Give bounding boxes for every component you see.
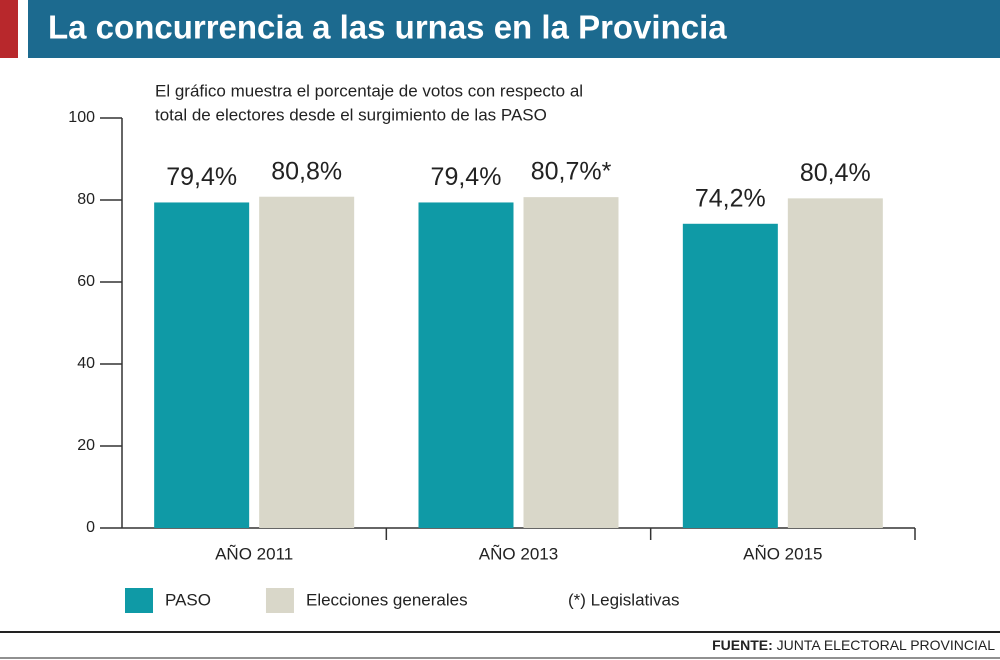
subtitle: total de electores desde el surgimiento … <box>155 105 547 124</box>
x-tick-label: AÑO 2013 <box>479 544 558 563</box>
value-label: 80,4% <box>800 159 871 187</box>
x-tick-label: AÑO 2011 <box>215 544 293 563</box>
bar <box>682 223 778 528</box>
legend-swatch <box>125 588 153 613</box>
y-tick-label: 80 <box>77 191 95 208</box>
legend-swatch <box>265 588 294 613</box>
subtitle: El gráfico muestra el porcentaje de voto… <box>155 81 583 100</box>
source: FUENTE: JUNTA ELECTORAL PROVINCIAL <box>712 637 995 653</box>
y-tick-label: 0 <box>86 519 95 536</box>
x-tick-label: AÑO 2015 <box>743 544 822 563</box>
legend-note: (*) Legislativas <box>568 590 680 609</box>
bar <box>787 198 883 529</box>
y-tick-label: 60 <box>77 273 95 290</box>
bar <box>523 197 619 528</box>
y-tick-label: 20 <box>77 437 95 454</box>
bar <box>259 196 355 528</box>
chart-title: La concurrencia a las urnas en la Provin… <box>48 9 727 46</box>
source-text: JUNTA ELECTORAL PROVINCIAL <box>777 637 996 653</box>
source-label: FUENTE: <box>712 637 773 653</box>
bar <box>418 202 514 528</box>
title-banner <box>28 0 1000 58</box>
value-label: 79,4% <box>166 163 237 191</box>
accent-strip <box>0 0 18 58</box>
y-tick-label: 100 <box>68 109 95 126</box>
y-tick-label: 40 <box>77 355 95 372</box>
value-label: 74,2% <box>695 184 766 212</box>
value-label: 79,4% <box>431 163 502 191</box>
legend-label: Elecciones generales <box>306 590 468 609</box>
value-label: 80,7%* <box>531 158 612 186</box>
legend-label: PASO <box>165 590 211 609</box>
bar <box>154 202 250 528</box>
value-label: 80,8% <box>271 157 342 185</box>
